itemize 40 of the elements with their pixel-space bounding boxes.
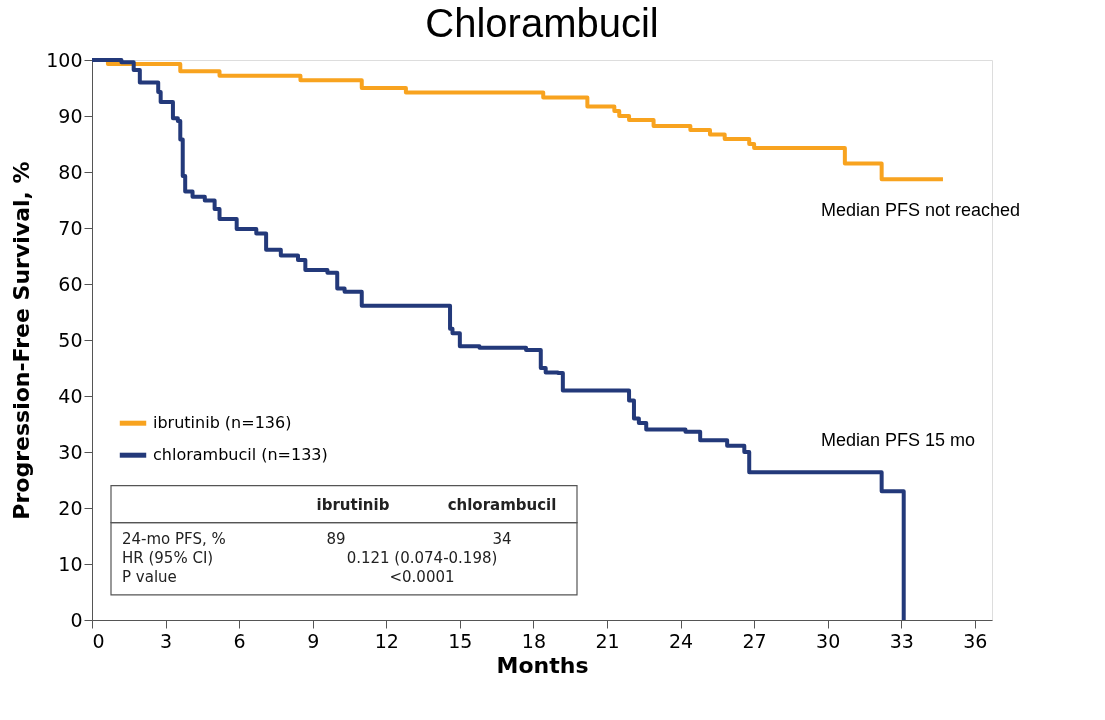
y-tick-label: 90: [58, 104, 83, 127]
y-tick-label: 100: [46, 48, 83, 71]
annotation: Median PFS not reached: [821, 200, 1021, 221]
x-tick-label: 36: [963, 629, 988, 652]
x-tick-label: 9: [307, 629, 320, 652]
y-tick-label: 20: [58, 496, 83, 519]
x-tick-label: 0: [92, 629, 105, 652]
legend-label: chlorambucil (n=133): [153, 445, 328, 465]
annotation: <0.0001: [389, 568, 455, 587]
x-tick-label: 33: [889, 629, 914, 652]
x-tick-label: 15: [448, 629, 473, 652]
y-tick-label: 80: [58, 160, 83, 183]
annotation: 24-mo PFS, %: [122, 530, 226, 549]
x-axis-title: Months: [496, 652, 589, 678]
y-tick-label: 50: [58, 328, 83, 351]
x-tick-label: 12: [374, 629, 399, 652]
annotation: 89: [326, 530, 346, 549]
annotation: Median PFS 15 mo: [821, 429, 976, 450]
annotation: 0.121 (0.074-0.198): [346, 549, 498, 568]
x-tick-label: 21: [595, 629, 620, 652]
y-tick-label: 0: [70, 608, 83, 631]
annotation: P value: [122, 568, 177, 587]
y-tick-label: 60: [58, 272, 83, 295]
y-tick-label: 10: [58, 552, 83, 575]
x-tick-label: 3: [160, 629, 173, 652]
x-tick-label: 24: [668, 629, 694, 652]
chart-title: Chlorambucil: [425, 1, 659, 45]
y-axis-title: Progression-Free Survival, %: [9, 161, 35, 520]
x-tick-label: 18: [521, 629, 547, 652]
annotation: chlorambucil: [447, 495, 557, 514]
legend-label: ibrutinib (n=136): [153, 413, 292, 433]
y-tick-label: 40: [58, 384, 83, 407]
x-tick-label: 30: [816, 629, 841, 652]
annotation: ibrutinib: [316, 495, 390, 514]
annotation: 34: [492, 530, 512, 549]
x-tick-label: 6: [233, 629, 246, 652]
x-tick-label: 27: [742, 629, 767, 652]
y-tick-label: 70: [58, 216, 83, 239]
y-tick-label: 30: [58, 440, 83, 463]
annotation: HR (95% CI): [122, 549, 214, 568]
